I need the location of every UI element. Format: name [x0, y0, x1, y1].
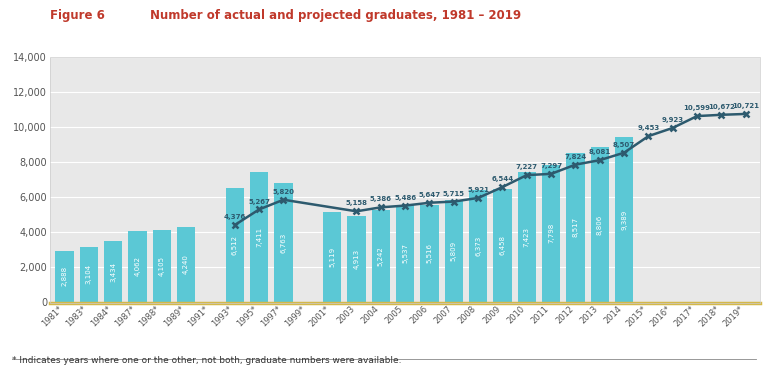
Text: 6,512: 6,512	[232, 234, 238, 254]
Bar	[493, 188, 511, 302]
Text: 7,227: 7,227	[516, 164, 538, 170]
Bar	[445, 200, 463, 302]
Text: Number of actual and projected graduates, 1981 – 2019: Number of actual and projected graduates…	[150, 9, 521, 22]
Text: 4,105: 4,105	[159, 256, 165, 276]
Text: 10,672: 10,672	[708, 104, 735, 110]
Text: 2,888: 2,888	[61, 266, 68, 287]
Bar	[542, 165, 560, 302]
Text: 5,516: 5,516	[426, 243, 432, 263]
Text: 7,824: 7,824	[564, 154, 587, 160]
Text: 4,376: 4,376	[223, 214, 246, 220]
Text: 10,599: 10,599	[684, 105, 710, 111]
Text: 5,158: 5,158	[346, 201, 367, 207]
Text: 5,242: 5,242	[378, 246, 384, 266]
Text: 4,062: 4,062	[134, 256, 141, 276]
Text: 7,411: 7,411	[257, 227, 262, 247]
Bar	[615, 137, 633, 302]
Bar	[104, 242, 122, 302]
Text: 5,537: 5,537	[402, 243, 408, 263]
Text: 5,809: 5,809	[451, 241, 457, 261]
Text: 9,389: 9,389	[621, 209, 627, 230]
Text: 7,297: 7,297	[540, 163, 562, 169]
Text: 4,913: 4,913	[353, 248, 359, 269]
Text: 5,921: 5,921	[467, 187, 489, 193]
Text: 6,763: 6,763	[280, 232, 286, 253]
Bar	[591, 147, 609, 302]
Text: 7,423: 7,423	[524, 227, 530, 247]
Text: 8,517: 8,517	[572, 217, 578, 237]
Bar	[372, 210, 390, 302]
Text: 8,507: 8,507	[613, 142, 635, 148]
Bar	[347, 216, 366, 302]
Bar	[177, 227, 195, 302]
Text: 7,798: 7,798	[548, 223, 554, 244]
Text: 6,458: 6,458	[499, 235, 505, 255]
Text: 10,721: 10,721	[732, 103, 760, 109]
Bar	[250, 172, 268, 302]
Text: Figure 6: Figure 6	[50, 9, 104, 22]
Bar	[226, 188, 244, 302]
Text: 3,104: 3,104	[86, 264, 92, 285]
Text: 8,081: 8,081	[588, 149, 611, 155]
Bar	[566, 153, 584, 302]
Text: 5,715: 5,715	[443, 191, 465, 197]
Bar	[80, 247, 98, 302]
Bar	[323, 212, 341, 302]
Bar	[396, 205, 414, 302]
Bar	[274, 183, 293, 302]
Bar	[420, 205, 439, 302]
Text: 5,267: 5,267	[248, 199, 270, 204]
Bar	[518, 172, 536, 302]
Text: 5,386: 5,386	[369, 196, 392, 202]
Text: 8,806: 8,806	[597, 215, 603, 234]
Text: 5,647: 5,647	[419, 192, 441, 198]
Text: 6,544: 6,544	[492, 176, 514, 182]
Text: 9,923: 9,923	[662, 117, 684, 123]
Bar	[128, 230, 147, 302]
Text: 5,486: 5,486	[394, 195, 416, 201]
Text: 5,119: 5,119	[329, 247, 335, 267]
Text: 5,820: 5,820	[273, 189, 294, 195]
Text: * Indicates years where one or the other, not both, graduate numbers were availa: * Indicates years where one or the other…	[12, 356, 401, 365]
Text: 9,453: 9,453	[637, 125, 660, 131]
Bar	[55, 251, 74, 302]
Text: 6,373: 6,373	[475, 236, 481, 256]
Bar	[153, 230, 171, 302]
Text: 4,240: 4,240	[183, 254, 189, 274]
Text: 3,434: 3,434	[110, 262, 116, 282]
Bar	[469, 190, 487, 302]
